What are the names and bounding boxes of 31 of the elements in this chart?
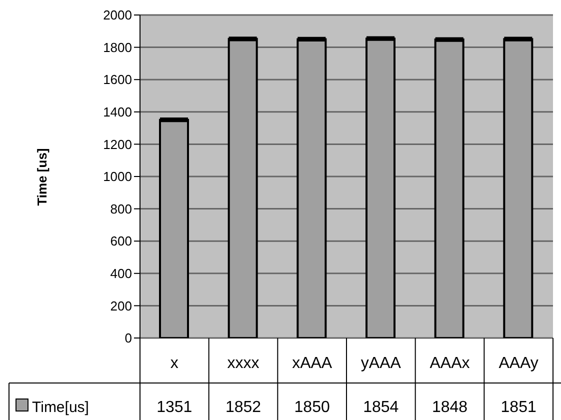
y-tick-label: 1400 — [103, 104, 132, 120]
x-tick-label: xAAA — [292, 355, 332, 372]
x-tick-label: AAAy — [498, 355, 538, 372]
bar — [503, 38, 534, 338]
bar — [434, 38, 464, 338]
y-tick-label: 1000 — [103, 169, 132, 184]
y-tick-label: 1200 — [103, 136, 132, 152]
y-tick-label: 400 — [110, 266, 132, 282]
y-tick-label: 2000 — [103, 8, 132, 23]
bar — [228, 38, 258, 338]
x-tick-label: AAAx — [430, 355, 470, 372]
y-axis-title: Time [us] — [34, 148, 50, 206]
data-label: 1852 — [225, 399, 262, 416]
x-tick-label: xxxx — [227, 355, 260, 372]
bar — [296, 38, 327, 338]
x-tick-label: x — [170, 355, 178, 372]
data-label: 1854 — [363, 399, 399, 416]
data-label: 1351 — [156, 399, 192, 416]
y-tick-label: 1600 — [103, 72, 132, 88]
y-tick-label: 600 — [110, 234, 132, 249]
y-tick-label: 1800 — [103, 40, 132, 55]
bar — [159, 118, 189, 338]
y-tick-label: 0 — [124, 330, 132, 346]
y-tick-label: 800 — [110, 201, 132, 216]
legend-label: Time[us] — [32, 399, 89, 416]
data-label: 1848 — [432, 399, 468, 416]
y-tick-label: 200 — [110, 298, 132, 314]
data-label: 1851 — [500, 399, 536, 416]
bar — [366, 38, 396, 338]
x-tick-label: yAAA — [360, 355, 402, 372]
data-label: 1850 — [294, 399, 330, 416]
